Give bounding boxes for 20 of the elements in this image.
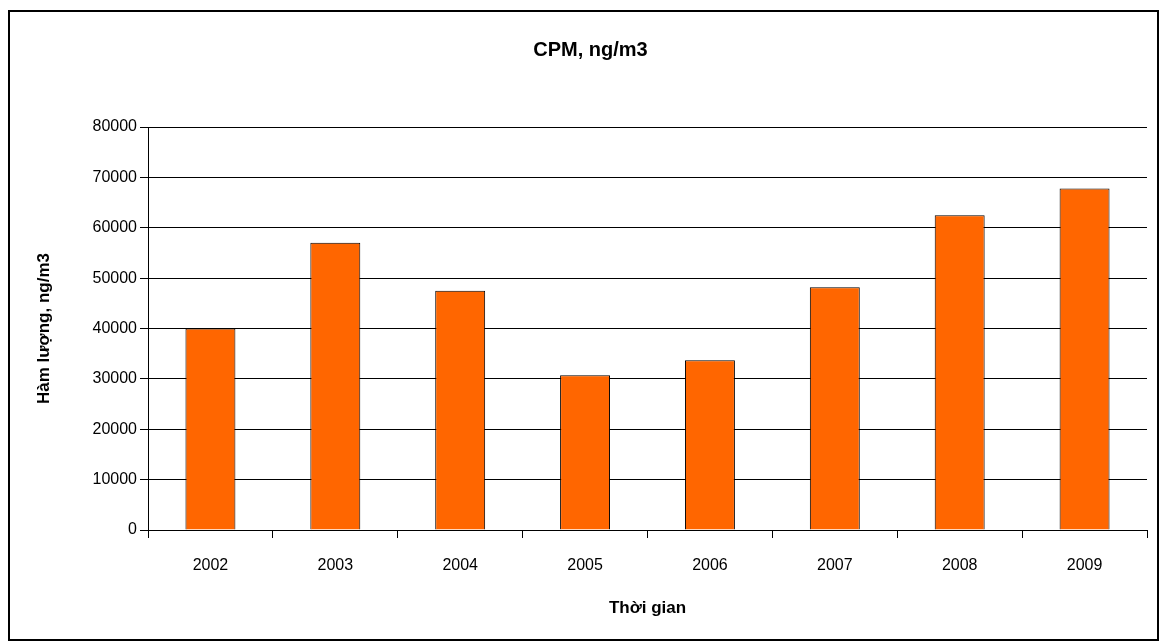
x-tick-label: 2007 [817, 556, 853, 574]
x-axis-title: Thời gian [608, 598, 687, 618]
y-tick-label: 70000 [92, 167, 138, 185]
y-tick-label: 20000 [92, 419, 138, 437]
y-tick-label: 0 [128, 520, 138, 538]
x-tick-label: 2008 [941, 556, 978, 574]
x-tick-label: 2003 [317, 556, 354, 574]
x-tick-label: 2009 [1066, 556, 1103, 574]
y-axis-title: Hàm lượng, ng/m3 [33, 253, 53, 404]
y-tick-label: 80000 [92, 117, 138, 135]
y-tick-label: 60000 [92, 218, 138, 236]
x-tick-label: 2005 [567, 556, 603, 574]
y-tick-label: 40000 [92, 318, 138, 336]
y-tick-label: 50000 [92, 268, 138, 286]
y-tick-label: 10000 [92, 470, 138, 488]
x-tick-label: 2006 [692, 556, 728, 574]
y-tick-label: 30000 [92, 369, 138, 387]
chart-title: CPM, ng/m3 [533, 37, 648, 60]
x-tick-label: 2002 [192, 556, 229, 574]
x-tick-label: 2004 [442, 556, 479, 574]
